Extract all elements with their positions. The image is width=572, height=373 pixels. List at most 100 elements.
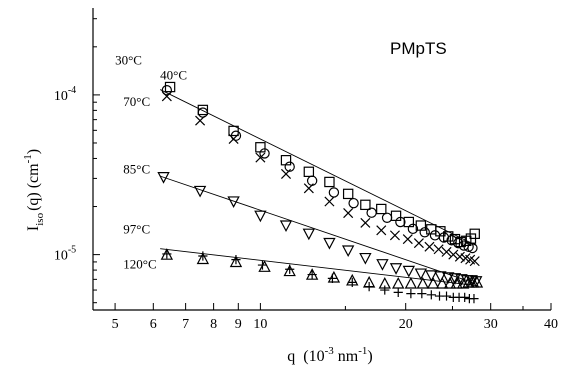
triangle-down-marker: [323, 237, 336, 250]
triangle-down-marker: [279, 220, 293, 233]
plus-marker: [231, 255, 241, 265]
x-marker: [402, 234, 413, 245]
x-tick-label: 8: [210, 317, 217, 332]
x-marker: [448, 249, 459, 260]
plus-marker: [285, 264, 295, 274]
circle-marker: [381, 212, 393, 224]
square-marker: [197, 104, 209, 116]
x-marker: [376, 225, 387, 236]
plus-marker: [162, 249, 172, 259]
plus-marker: [469, 294, 479, 304]
circle-marker: [230, 130, 242, 141]
triangle-up-marker: [404, 276, 418, 289]
triangle-down-marker: [425, 270, 438, 282]
fit-line: [160, 175, 473, 283]
triangle-up-marker: [470, 275, 484, 288]
plus-marker: [327, 273, 338, 283]
plus-marker: [393, 287, 403, 297]
circle-marker: [395, 216, 406, 228]
circle-marker: [467, 242, 478, 254]
temperature-label: 70°C: [123, 94, 150, 109]
plus-marker: [364, 282, 374, 292]
temperature-label: 30°C: [115, 52, 142, 67]
triangle-up-marker: [435, 276, 449, 289]
triangle-up-marker: [443, 276, 457, 289]
x-marker: [228, 133, 239, 144]
x-tick-label: 40: [544, 317, 558, 332]
x-marker: [195, 115, 206, 126]
triangle-up-marker: [258, 260, 271, 272]
circle-marker: [259, 148, 270, 159]
triangle-down-marker: [434, 271, 447, 283]
square-marker: [376, 203, 387, 215]
x-tick-label: 6: [150, 317, 157, 332]
plus-marker: [441, 291, 452, 301]
x-marker: [324, 196, 335, 207]
square-marker: [443, 231, 454, 242]
plus-marker: [460, 292, 470, 302]
plus-marker: [417, 289, 427, 299]
square-marker: [342, 188, 354, 200]
circle-marker: [438, 232, 450, 243]
triangle-down-marker: [341, 245, 355, 258]
data-points: [157, 81, 484, 304]
circle-marker: [419, 227, 430, 238]
triangle-down-marker: [465, 275, 478, 287]
temperature-label: 40°C: [160, 67, 187, 82]
fit-line: [159, 89, 477, 246]
square-marker: [164, 81, 176, 93]
chart-title: PMpTS: [390, 39, 447, 58]
triangle-down-marker: [376, 259, 389, 271]
x-tick-label: 7: [182, 317, 189, 332]
triangle-up-marker: [392, 276, 405, 289]
triangle-down-marker: [414, 268, 428, 281]
square-marker: [280, 155, 292, 166]
circle-marker: [366, 207, 377, 218]
plus-marker: [257, 260, 268, 270]
circle-marker: [453, 237, 464, 249]
x-marker: [161, 91, 172, 102]
triangle-up-marker: [416, 276, 429, 289]
circle-marker: [407, 223, 419, 235]
triangle-down-marker: [193, 185, 207, 198]
circle-marker: [284, 161, 295, 172]
x-marker: [469, 256, 480, 267]
plus-marker: [406, 289, 416, 299]
circle-marker: [446, 235, 457, 246]
y-axis-label: Iiso(q) (cm-1): [22, 149, 46, 231]
x-marker: [280, 168, 292, 179]
x-tick-label: 20: [399, 317, 413, 332]
fit-lines: [159, 89, 477, 287]
temperature-label: 97°C: [123, 221, 150, 236]
plus-marker: [426, 290, 436, 300]
triangle-down-marker: [402, 265, 416, 278]
temperature-label: 120°C: [123, 256, 156, 271]
triangle-up-marker: [229, 255, 243, 268]
plus-marker: [380, 285, 390, 295]
triangle-up-marker: [196, 252, 210, 265]
triangle-up-marker: [327, 270, 341, 283]
x-tick-label: 5: [112, 317, 119, 332]
square-marker: [228, 125, 239, 137]
triangle-up-marker: [450, 276, 463, 289]
temperature-label: 85°C: [123, 161, 150, 176]
x-marker: [441, 246, 452, 257]
triangle-down-marker: [157, 172, 170, 184]
x-marker: [255, 152, 266, 163]
triangle-down-marker: [227, 196, 240, 208]
triangle-up-marker: [283, 264, 296, 277]
x-tick-label: 10: [253, 317, 267, 332]
y-tick-label: 10-4: [54, 85, 76, 104]
square-marker: [303, 166, 315, 177]
annotations: 30°C 40°C 70°C 85°C 97°C 120°C: [115, 52, 187, 271]
triangle-down-marker: [448, 273, 462, 285]
plus-marker: [198, 251, 208, 261]
square-marker: [390, 210, 402, 221]
x-marker: [360, 217, 371, 228]
square-marker: [469, 228, 480, 239]
x-marker: [454, 251, 465, 262]
square-marker: [403, 216, 415, 228]
x-tick-label: 30: [484, 317, 498, 332]
plus-marker: [347, 277, 357, 287]
